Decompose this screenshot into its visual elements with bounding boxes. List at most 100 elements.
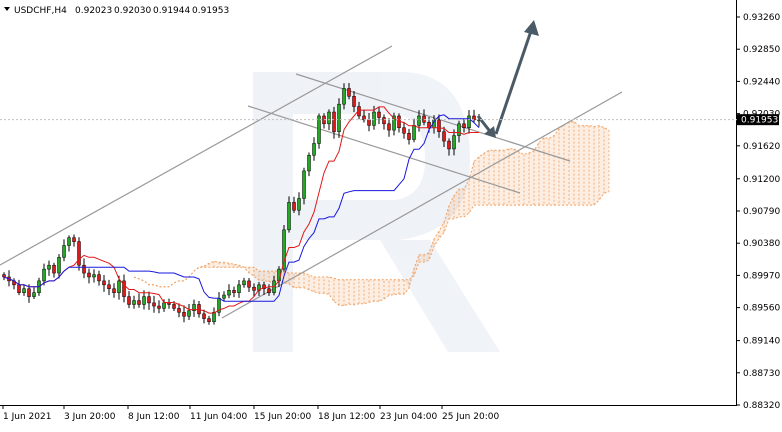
candle-body bbox=[137, 300, 141, 305]
candle-body bbox=[372, 111, 376, 126]
channel-lines bbox=[0, 45, 623, 319]
candle-body bbox=[222, 294, 226, 299]
y-tick-label: 0.89560 bbox=[743, 304, 780, 314]
candle-body bbox=[302, 170, 306, 199]
candle-body bbox=[107, 284, 111, 290]
candle-body bbox=[227, 290, 231, 296]
chart-header: USDCHF,H4 0.92023 0.92030 0.91944 0.9195… bbox=[4, 6, 229, 16]
y-tick-label: 0.90380 bbox=[743, 239, 780, 249]
candle-body bbox=[97, 274, 101, 282]
candle-body bbox=[462, 123, 466, 128]
candle-body bbox=[72, 237, 76, 242]
ichimoku-cloud bbox=[133, 121, 610, 307]
y-tick-label: 0.90790 bbox=[743, 207, 780, 217]
candle-body bbox=[127, 296, 131, 305]
candle-body bbox=[202, 313, 206, 319]
x-axis: 1 Jun 2021 3 Jun 20:00 8 Jun 12:00 11 Jun 0… bbox=[2, 405, 499, 422]
candle-body bbox=[342, 88, 346, 105]
candle-body bbox=[172, 304, 176, 309]
y-tick-label: 0.89140 bbox=[743, 337, 780, 347]
candle-body bbox=[182, 312, 186, 317]
candle-body bbox=[47, 264, 51, 270]
channel-line bbox=[0, 45, 393, 266]
y-tick-label: 0.91200 bbox=[743, 175, 780, 185]
candle-body bbox=[422, 115, 426, 123]
candle-body bbox=[247, 280, 251, 288]
candle-body bbox=[367, 119, 371, 126]
candle-body bbox=[347, 88, 351, 97]
kijun-line bbox=[3, 114, 480, 302]
high-value: 0.92030 bbox=[114, 6, 151, 16]
candle-body bbox=[132, 300, 136, 305]
candle-body bbox=[382, 117, 386, 125]
candle-body bbox=[27, 288, 31, 297]
candles bbox=[2, 82, 481, 325]
candle-body bbox=[282, 229, 286, 270]
candle-body bbox=[447, 140, 451, 150]
candle-body bbox=[82, 264, 86, 274]
candle-body bbox=[292, 202, 296, 211]
candle-body bbox=[92, 274, 96, 278]
up-arrow-head bbox=[524, 20, 539, 36]
candle-body bbox=[392, 115, 396, 131]
candle-body bbox=[427, 121, 431, 128]
candle-body bbox=[122, 280, 126, 297]
x-tick-label: 1 Jun 2021 bbox=[3, 412, 51, 422]
y-tick-label: 0.89970 bbox=[743, 271, 780, 281]
y-tick-label: 0.88730 bbox=[743, 369, 780, 379]
candle-body bbox=[242, 280, 246, 286]
candle-body bbox=[57, 257, 61, 274]
x-tick-label: 18 Jun 12:00 bbox=[318, 412, 375, 422]
candle-body bbox=[387, 123, 391, 131]
y-tick-label: 0.88320 bbox=[743, 401, 780, 411]
candle-body bbox=[167, 302, 171, 305]
candle-body bbox=[337, 103, 341, 132]
candle-body bbox=[212, 312, 216, 322]
x-tick-label: 15 Jun 20:00 bbox=[254, 412, 311, 422]
candle-body bbox=[352, 96, 356, 107]
candle-body bbox=[317, 115, 321, 144]
candle-body bbox=[232, 290, 236, 293]
candle-body bbox=[377, 111, 381, 118]
cloud-fill bbox=[134, 121, 609, 306]
candle-body bbox=[32, 292, 36, 297]
low-value: 0.91944 bbox=[153, 6, 190, 16]
candle-body bbox=[267, 288, 271, 293]
y-tick-label: 0.92850 bbox=[743, 45, 780, 55]
y-tick-label: 0.92440 bbox=[743, 77, 780, 87]
candle-body bbox=[262, 284, 266, 290]
up-arrow-shaft bbox=[494, 27, 534, 135]
candle-body bbox=[102, 280, 106, 286]
candle-body bbox=[52, 264, 56, 274]
candle-body bbox=[297, 198, 301, 211]
candle-body bbox=[207, 318, 211, 322]
candle-body bbox=[437, 119, 441, 132]
candle-body bbox=[452, 135, 456, 150]
channel-line bbox=[221, 91, 623, 319]
candle-body bbox=[417, 115, 421, 126]
close-value: 0.91953 bbox=[192, 6, 229, 16]
candle-body bbox=[312, 143, 316, 156]
senkou-b-line bbox=[133, 191, 610, 288]
plot-frame bbox=[0, 0, 737, 406]
y-axis: 0.932600.928500.924400.920300.916200.912… bbox=[736, 13, 780, 411]
candle-body bbox=[237, 284, 241, 293]
dropdown-icon[interactable] bbox=[4, 7, 10, 11]
symbol-label: USDCHF,H4 bbox=[14, 6, 67, 16]
open-value: 0.92023 bbox=[75, 6, 112, 16]
candle-body bbox=[142, 296, 146, 305]
candle-body bbox=[307, 154, 311, 172]
candle-body bbox=[62, 245, 66, 258]
candle-body bbox=[252, 286, 256, 291]
forecast-arrows bbox=[476, 20, 539, 138]
candle-body bbox=[402, 127, 406, 134]
x-tick-label: 8 Jun 12:00 bbox=[128, 412, 180, 422]
candle-body bbox=[152, 302, 156, 307]
x-tick-label: 25 Jun 20:00 bbox=[442, 412, 499, 422]
candle-body bbox=[77, 241, 81, 266]
current-price-label: 0.91953 bbox=[741, 116, 778, 126]
tenkan-line bbox=[3, 106, 479, 314]
candle-body bbox=[407, 132, 411, 140]
